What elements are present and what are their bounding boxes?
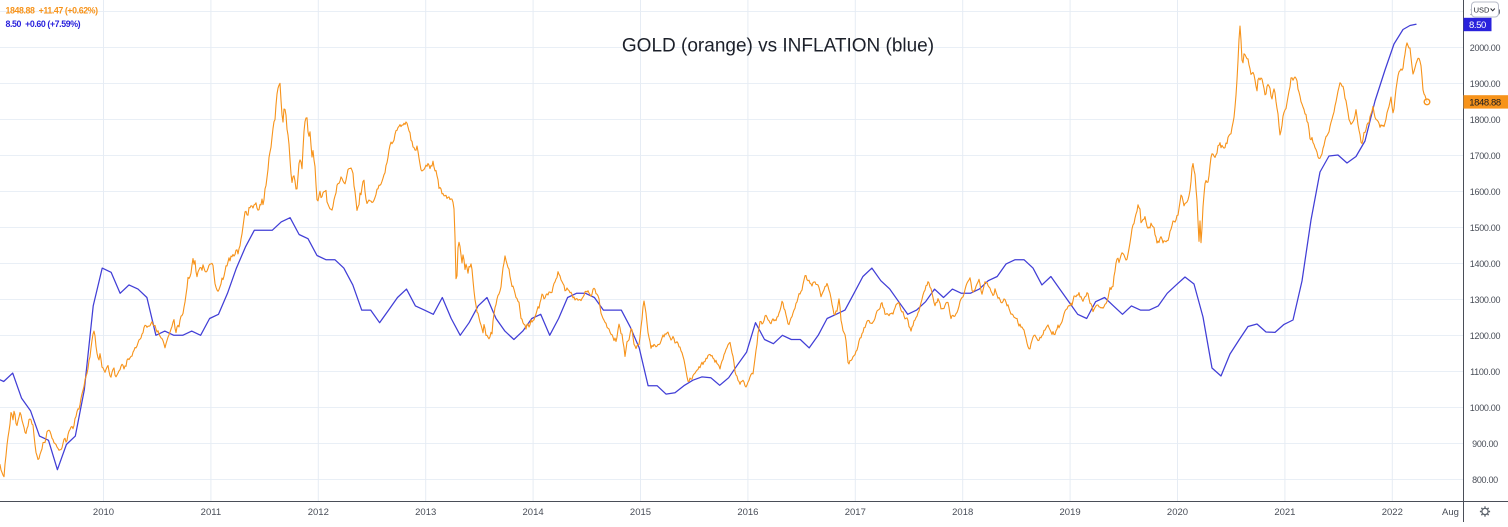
svg-text:2000.00: 2000.00	[1470, 43, 1501, 53]
svg-text:1500.00: 1500.00	[1470, 223, 1501, 233]
svg-text:2017: 2017	[845, 507, 866, 518]
svg-text:1200.00: 1200.00	[1470, 331, 1501, 341]
svg-text:900.00: 900.00	[1472, 439, 1498, 449]
svg-text:1600.00: 1600.00	[1470, 187, 1501, 197]
svg-text:800.00: 800.00	[1472, 475, 1498, 485]
svg-text:2011: 2011	[201, 507, 221, 518]
svg-text:2010: 2010	[93, 507, 114, 518]
svg-text:1100.00: 1100.00	[1470, 367, 1500, 377]
svg-text:8.50 +0.60 (+7.59%): 8.50 +0.60 (+7.59%)	[6, 19, 81, 29]
svg-text:1000.00: 1000.00	[1470, 403, 1501, 413]
svg-text:2015: 2015	[630, 507, 651, 518]
svg-text:2014: 2014	[523, 507, 544, 518]
svg-text:Aug: Aug	[1442, 507, 1459, 518]
svg-text:2021: 2021	[1274, 507, 1295, 518]
svg-text:1900.00: 1900.00	[1470, 79, 1501, 89]
svg-text:1400.00: 1400.00	[1470, 259, 1501, 269]
svg-text:1848.88 +11.47 (+0.62%): 1848.88 +11.47 (+0.62%)	[6, 5, 99, 15]
svg-text:USD: USD	[1474, 5, 1490, 14]
svg-text:1300.00: 1300.00	[1470, 295, 1501, 305]
svg-text:1800.00: 1800.00	[1470, 115, 1501, 125]
svg-text:2020: 2020	[1167, 507, 1188, 518]
svg-text:2013: 2013	[415, 507, 436, 518]
svg-text:1848.88: 1848.88	[1469, 97, 1501, 108]
svg-text:2016: 2016	[737, 507, 758, 518]
svg-text:2012: 2012	[308, 507, 329, 518]
svg-text:1700.00: 1700.00	[1470, 151, 1501, 161]
svg-text:GOLD (orange) vs INFLATION (bl: GOLD (orange) vs INFLATION (blue)	[622, 36, 934, 57]
svg-text:2018: 2018	[952, 507, 973, 518]
svg-text:2019: 2019	[1060, 507, 1081, 518]
svg-text:2022: 2022	[1382, 507, 1403, 518]
svg-text:8.50: 8.50	[1469, 20, 1486, 31]
